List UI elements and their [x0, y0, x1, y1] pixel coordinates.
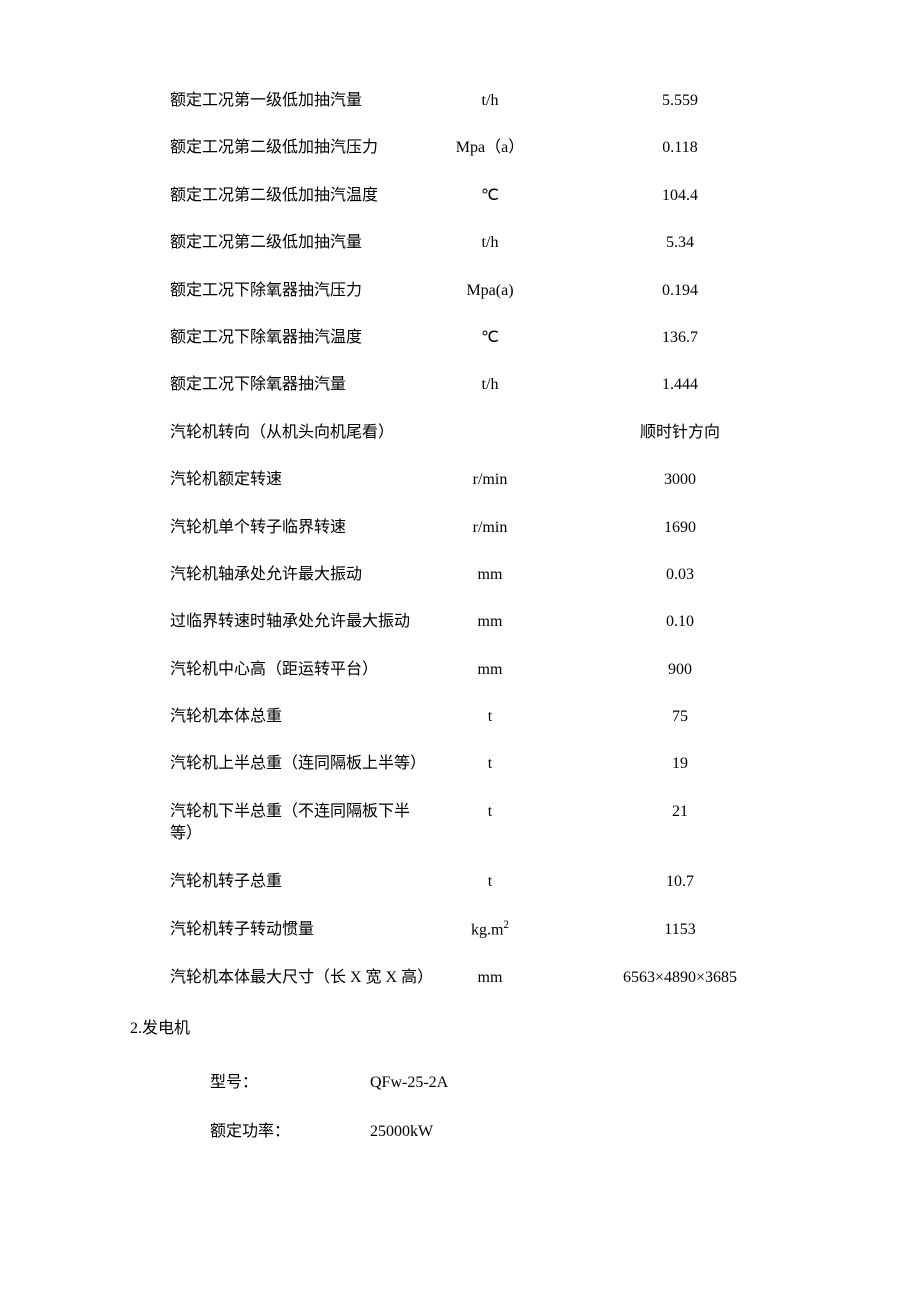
spec-label: 汽轮机轴承处允许最大振动: [170, 564, 430, 586]
spec-value: 0.118: [550, 137, 790, 159]
spec-unit: mm: [430, 564, 550, 586]
spec-value: 0.03: [550, 564, 790, 586]
spec-value: 900: [550, 659, 790, 681]
spec-row: 汽轮机下半总重（不连同隔板下半等）t21: [170, 801, 790, 846]
spec-label: 汽轮机下半总重（不连同隔板下半等）: [170, 801, 430, 846]
spec-unit: t: [430, 706, 550, 728]
spec-value: 5.559: [550, 90, 790, 112]
spec-row: 过临界转速时轴承处允许最大振动mm0.10: [170, 611, 790, 633]
turbine-spec-list: 额定工况第一级低加抽汽量t/h5.559额定工况第二级低加抽汽压力Mpa（a）0…: [170, 90, 790, 989]
spec-value: 104.4: [550, 185, 790, 207]
spec-unit: ℃: [430, 327, 550, 349]
spec-label: 汽轮机转子总重: [170, 871, 430, 893]
spec-unit: t/h: [430, 374, 550, 396]
spec-unit: t: [430, 801, 550, 823]
spec-value: 5.34: [550, 232, 790, 254]
spec-label: 额定工况下除氧器抽汽温度: [170, 327, 430, 349]
spec-row: 汽轮机本体总重t75: [170, 706, 790, 728]
spec-row: 汽轮机轴承处允许最大振动mm0.03: [170, 564, 790, 586]
spec-unit: kg.m2: [430, 918, 550, 942]
section-heading-generator: 2.发电机: [130, 1014, 790, 1038]
spec-label: 汽轮机单个转子临界转速: [170, 517, 430, 539]
spec-row: 汽轮机转子总重t10.7: [170, 871, 790, 893]
spec-value: 顺时针方向: [550, 422, 790, 444]
spec-unit: t/h: [430, 90, 550, 112]
spec-value: 10.7: [550, 871, 790, 893]
spec-value: 0.10: [550, 611, 790, 633]
spec-value: 136.7: [550, 327, 790, 349]
spec-row: 汽轮机额定转速r/min3000: [170, 469, 790, 491]
spec-label: 汽轮机本体最大尺寸（长 X 宽 X 高）: [170, 967, 430, 989]
spec-label: 汽轮机转向（从机头向机尾看）: [170, 422, 430, 444]
spec-row: 额定工况下除氧器抽汽温度℃136.7: [170, 327, 790, 349]
spec-value: 0.194: [550, 280, 790, 302]
spec-unit: t: [430, 871, 550, 893]
spec-value: 1.444: [550, 374, 790, 396]
spec-unit: r/min: [430, 517, 550, 539]
spec-label: 额定工况下除氧器抽汽压力: [170, 280, 430, 302]
spec-unit: t: [430, 753, 550, 775]
document-page: 额定工况第一级低加抽汽量t/h5.559额定工况第二级低加抽汽压力Mpa（a）0…: [0, 0, 920, 1266]
generator-value: 25000kW: [370, 1123, 433, 1141]
generator-label: 型号：: [210, 1068, 370, 1092]
spec-value: 75: [550, 706, 790, 728]
spec-row: 额定工况第二级低加抽汽量t/h5.34: [170, 232, 790, 254]
spec-unit: t/h: [430, 232, 550, 254]
spec-label: 额定工况第二级低加抽汽压力: [170, 137, 430, 159]
spec-row: 额定工况第二级低加抽汽温度℃104.4: [170, 185, 790, 207]
generator-row: 额定功率：25000kW: [170, 1117, 790, 1141]
spec-unit: r/min: [430, 469, 550, 491]
spec-row: 汽轮机转子转动惯量kg.m21153: [170, 918, 790, 942]
generator-row: 型号：QFw-25-2A: [170, 1068, 790, 1092]
spec-unit: Mpa（a）: [430, 137, 550, 159]
generator-value: QFw-25-2A: [370, 1074, 448, 1092]
spec-unit: mm: [430, 659, 550, 681]
spec-unit: mm: [430, 967, 550, 989]
generator-label: 额定功率：: [210, 1117, 370, 1141]
spec-label: 过临界转速时轴承处允许最大振动: [170, 611, 430, 633]
spec-label: 汽轮机转子转动惯量: [170, 919, 430, 941]
spec-row: 额定工况下除氧器抽汽压力Mpa(a)0.194: [170, 280, 790, 302]
spec-label: 汽轮机额定转速: [170, 469, 430, 491]
spec-label: 额定工况第一级低加抽汽量: [170, 90, 430, 112]
spec-row: 汽轮机转向（从机头向机尾看） 顺时针方向: [170, 422, 790, 444]
spec-value: 1690: [550, 517, 790, 539]
spec-label: 汽轮机本体总重: [170, 706, 430, 728]
spec-value: 3000: [550, 469, 790, 491]
spec-row: 汽轮机本体最大尺寸（长 X 宽 X 高）mm6563×4890×3685: [170, 967, 790, 989]
spec-value: 6563×4890×3685: [550, 967, 790, 989]
spec-value: 19: [550, 753, 790, 775]
spec-unit: mm: [430, 611, 550, 633]
spec-row: 汽轮机单个转子临界转速r/min1690: [170, 517, 790, 539]
spec-label: 汽轮机上半总重（连同隔板上半等）: [170, 753, 430, 775]
spec-unit: Mpa(a): [430, 280, 550, 302]
generator-spec-list: 型号：QFw-25-2A 额定功率：25000kW: [170, 1068, 790, 1141]
spec-label: 额定工况第二级低加抽汽量: [170, 232, 430, 254]
spec-unit: ℃: [430, 185, 550, 207]
spec-value: 21: [550, 801, 790, 823]
spec-row: 额定工况第二级低加抽汽压力Mpa（a）0.118: [170, 137, 790, 159]
spec-row: 额定工况下除氧器抽汽量t/h1.444: [170, 374, 790, 396]
spec-value: 1153: [550, 919, 790, 941]
spec-label: 额定工况第二级低加抽汽温度: [170, 185, 430, 207]
spec-label: 汽轮机中心高（距运转平台）: [170, 659, 430, 681]
spec-row: 额定工况第一级低加抽汽量t/h5.559: [170, 90, 790, 112]
spec-row: 汽轮机中心高（距运转平台）mm900: [170, 659, 790, 681]
spec-row: 汽轮机上半总重（连同隔板上半等）t19: [170, 753, 790, 775]
spec-label: 额定工况下除氧器抽汽量: [170, 374, 430, 396]
